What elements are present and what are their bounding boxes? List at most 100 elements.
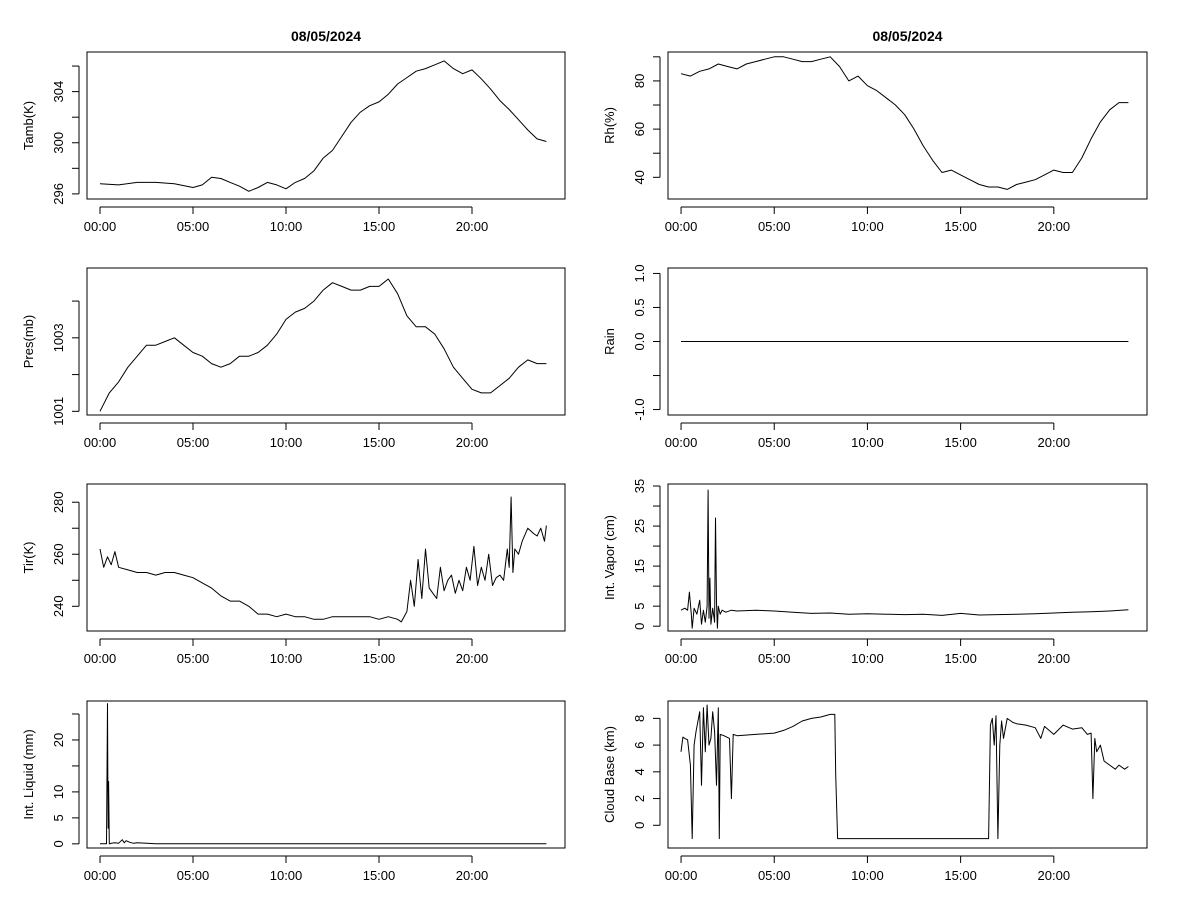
liquid-series-line bbox=[100, 703, 547, 845]
cloudbase-x-tick-label: 20:00 bbox=[1038, 868, 1071, 883]
pres-x-tick-label: 05:00 bbox=[177, 435, 210, 450]
vapor-plot-frame bbox=[667, 483, 1148, 632]
cloudbase-y-tick-label: 0 bbox=[632, 822, 647, 829]
liquid-y-tick-label: 0 bbox=[51, 840, 66, 847]
tir-y-tick-label: 240 bbox=[51, 595, 66, 617]
rh-x-tick-label: 10:00 bbox=[851, 219, 884, 234]
rain-x-tick-label: 05:00 bbox=[758, 435, 791, 450]
rain-x-tick-label: 15:00 bbox=[944, 435, 977, 450]
pres-x-tick-label: 00:00 bbox=[84, 435, 117, 450]
rain-y-tick-label: 1.0 bbox=[632, 264, 647, 282]
liquid-x-tick-label: 00:00 bbox=[84, 868, 117, 883]
rain-y-tick-label: -1.0 bbox=[632, 398, 647, 420]
rh-x-tick-label: 00:00 bbox=[665, 219, 698, 234]
pres-y-tick-label: 1003 bbox=[51, 323, 66, 352]
rain-x-tick-label: 00:00 bbox=[665, 435, 698, 450]
tamb-x-tick-label: 20:00 bbox=[456, 219, 489, 234]
cloudbase-plot-frame bbox=[667, 700, 1148, 849]
tamb-x-tick-label: 05:00 bbox=[177, 219, 210, 234]
pres-y-tick-label: 1001 bbox=[51, 397, 66, 426]
vapor-y-axis-label: Int. Vapor (cm) bbox=[602, 515, 617, 600]
tamb-series-line bbox=[99, 60, 547, 192]
pres-x-tick-label: 15:00 bbox=[363, 435, 396, 450]
tir-x-tick-label: 00:00 bbox=[84, 651, 117, 666]
tir-x-tick-label: 05:00 bbox=[177, 651, 210, 666]
tamb-y-tick-label: 304 bbox=[51, 81, 66, 103]
vapor-x-tick-label: 00:00 bbox=[665, 651, 698, 666]
tamb-y-axis-label: Tamb(K) bbox=[21, 101, 36, 150]
cloudbase-y-tick-label: 6 bbox=[632, 741, 647, 748]
rain-y-tick-label: 0.5 bbox=[632, 298, 647, 316]
tir-x-tick-label: 20:00 bbox=[456, 651, 489, 666]
pres-plot-frame bbox=[86, 267, 566, 416]
vapor-x-tick-label: 20:00 bbox=[1038, 651, 1071, 666]
tir-series-line bbox=[99, 496, 547, 623]
tir-x-tick-label: 15:00 bbox=[363, 651, 396, 666]
vapor-x-tick-label: 10:00 bbox=[851, 651, 884, 666]
pres-x-tick-label: 10:00 bbox=[270, 435, 303, 450]
tamb-y-tick-label: 300 bbox=[51, 132, 66, 154]
rain-y-axis-label: Rain bbox=[602, 328, 617, 355]
liquid-x-tick-label: 05:00 bbox=[177, 868, 210, 883]
rh-x-tick-label: 05:00 bbox=[758, 219, 791, 234]
panel-rain: 00:00 05:00 10:00 15:00 20:00 -1.0 0.0 0.5 1.0 Ra… bbox=[602, 264, 1148, 450]
tamb-title: 08/05/2024 bbox=[291, 28, 361, 44]
rain-x-tick-label: 20:00 bbox=[1038, 435, 1071, 450]
panel-rh: 08/05/2024 00:00 05:00 10:00 15:00 20:00 40 60 8… bbox=[602, 28, 1148, 234]
rh-y-tick-label: 60 bbox=[632, 122, 647, 136]
tamb-x-tick-label: 15:00 bbox=[363, 219, 396, 234]
vapor-y-tick-label: 25 bbox=[632, 519, 647, 533]
rh-y-axis-label: Rh(%) bbox=[602, 107, 617, 144]
cloudbase-y-tick-label: 4 bbox=[632, 768, 647, 775]
vapor-x-tick-label: 05:00 bbox=[758, 651, 791, 666]
tamb-x-tick-label: 10:00 bbox=[270, 219, 303, 234]
liquid-y-tick-label: 20 bbox=[51, 733, 66, 747]
vapor-y-tick-label: 35 bbox=[632, 479, 647, 493]
rh-x-tick-label: 15:00 bbox=[944, 219, 977, 234]
cloudbase-y-axis-label: Cloud Base (km) bbox=[602, 726, 617, 823]
tamb-plot-frame bbox=[86, 51, 566, 200]
cloudbase-y-tick-label: 8 bbox=[632, 715, 647, 722]
liquid-x-tick-label: 15:00 bbox=[363, 868, 396, 883]
tamb-x-tick-label: 00:00 bbox=[84, 219, 117, 234]
rh-series-line bbox=[680, 56, 1129, 190]
tir-y-tick-label: 280 bbox=[51, 491, 66, 513]
cloudbase-x-tick-label: 10:00 bbox=[851, 868, 884, 883]
pres-series-line bbox=[99, 278, 547, 412]
cloudbase-x-tick-label: 00:00 bbox=[665, 868, 698, 883]
vapor-y-tick-label: 15 bbox=[632, 559, 647, 573]
liquid-y-tick-label: 5 bbox=[51, 814, 66, 821]
rh-title: 08/05/2024 bbox=[872, 28, 942, 44]
panel-liquid: 00:00 05:00 10:00 15:00 20:00 0 5 10 20 Int. Liqu… bbox=[21, 700, 566, 883]
liquid-plot-frame bbox=[86, 700, 566, 849]
rh-y-tick-label: 80 bbox=[632, 74, 647, 88]
liquid-y-tick-label: 10 bbox=[51, 785, 66, 799]
pres-x-tick-label: 20:00 bbox=[456, 435, 489, 450]
vapor-y-tick-label: 5 bbox=[632, 603, 647, 610]
cloudbase-x-tick-label: 15:00 bbox=[944, 868, 977, 883]
rain-x-tick-label: 10:00 bbox=[851, 435, 884, 450]
panel-tamb: 08/05/2024 00:00 05:00 10:00 15:00 20:00 296 30… bbox=[21, 28, 566, 234]
rh-x-tick-label: 20:00 bbox=[1038, 219, 1071, 234]
cloudbase-series-line bbox=[680, 704, 1129, 840]
rh-plot-frame bbox=[667, 51, 1148, 200]
panel-cloudbase: 00:00 05:00 10:00 15:00 20:00 0 2 4 6 8 Cloud Base… bbox=[602, 700, 1148, 883]
rh-y-tick-label: 40 bbox=[632, 170, 647, 184]
tir-y-tick-label: 260 bbox=[51, 543, 66, 565]
tir-y-axis-label: Tir(K) bbox=[21, 541, 36, 573]
liquid-x-tick-label: 10:00 bbox=[270, 868, 303, 883]
panel-vapor: 00:00 05:00 10:00 15:00 20:00 0 5 15 25 35 Int. Va… bbox=[602, 479, 1148, 666]
rain-y-tick-label: 0.0 bbox=[632, 332, 647, 350]
tir-x-tick-label: 10:00 bbox=[270, 651, 303, 666]
liquid-x-tick-label: 20:00 bbox=[456, 868, 489, 883]
liquid-y-axis-label: Int. Liquid (mm) bbox=[21, 729, 36, 819]
cloudbase-y-tick-label: 2 bbox=[632, 795, 647, 802]
cloudbase-x-tick-label: 05:00 bbox=[758, 868, 791, 883]
panel-tir: 00:00 05:00 10:00 15:00 20:00 240 260 280 Tir(K) bbox=[21, 483, 566, 666]
rain-plot-frame bbox=[667, 267, 1148, 416]
pres-y-axis-label: Pres(mb) bbox=[21, 315, 36, 368]
panel-pres: 00:00 05:00 10:00 15:00 20:00 1001 1003 Pres(mb… bbox=[21, 267, 566, 450]
tamb-y-tick-label: 296 bbox=[51, 183, 66, 205]
tir-plot-frame bbox=[86, 483, 566, 632]
